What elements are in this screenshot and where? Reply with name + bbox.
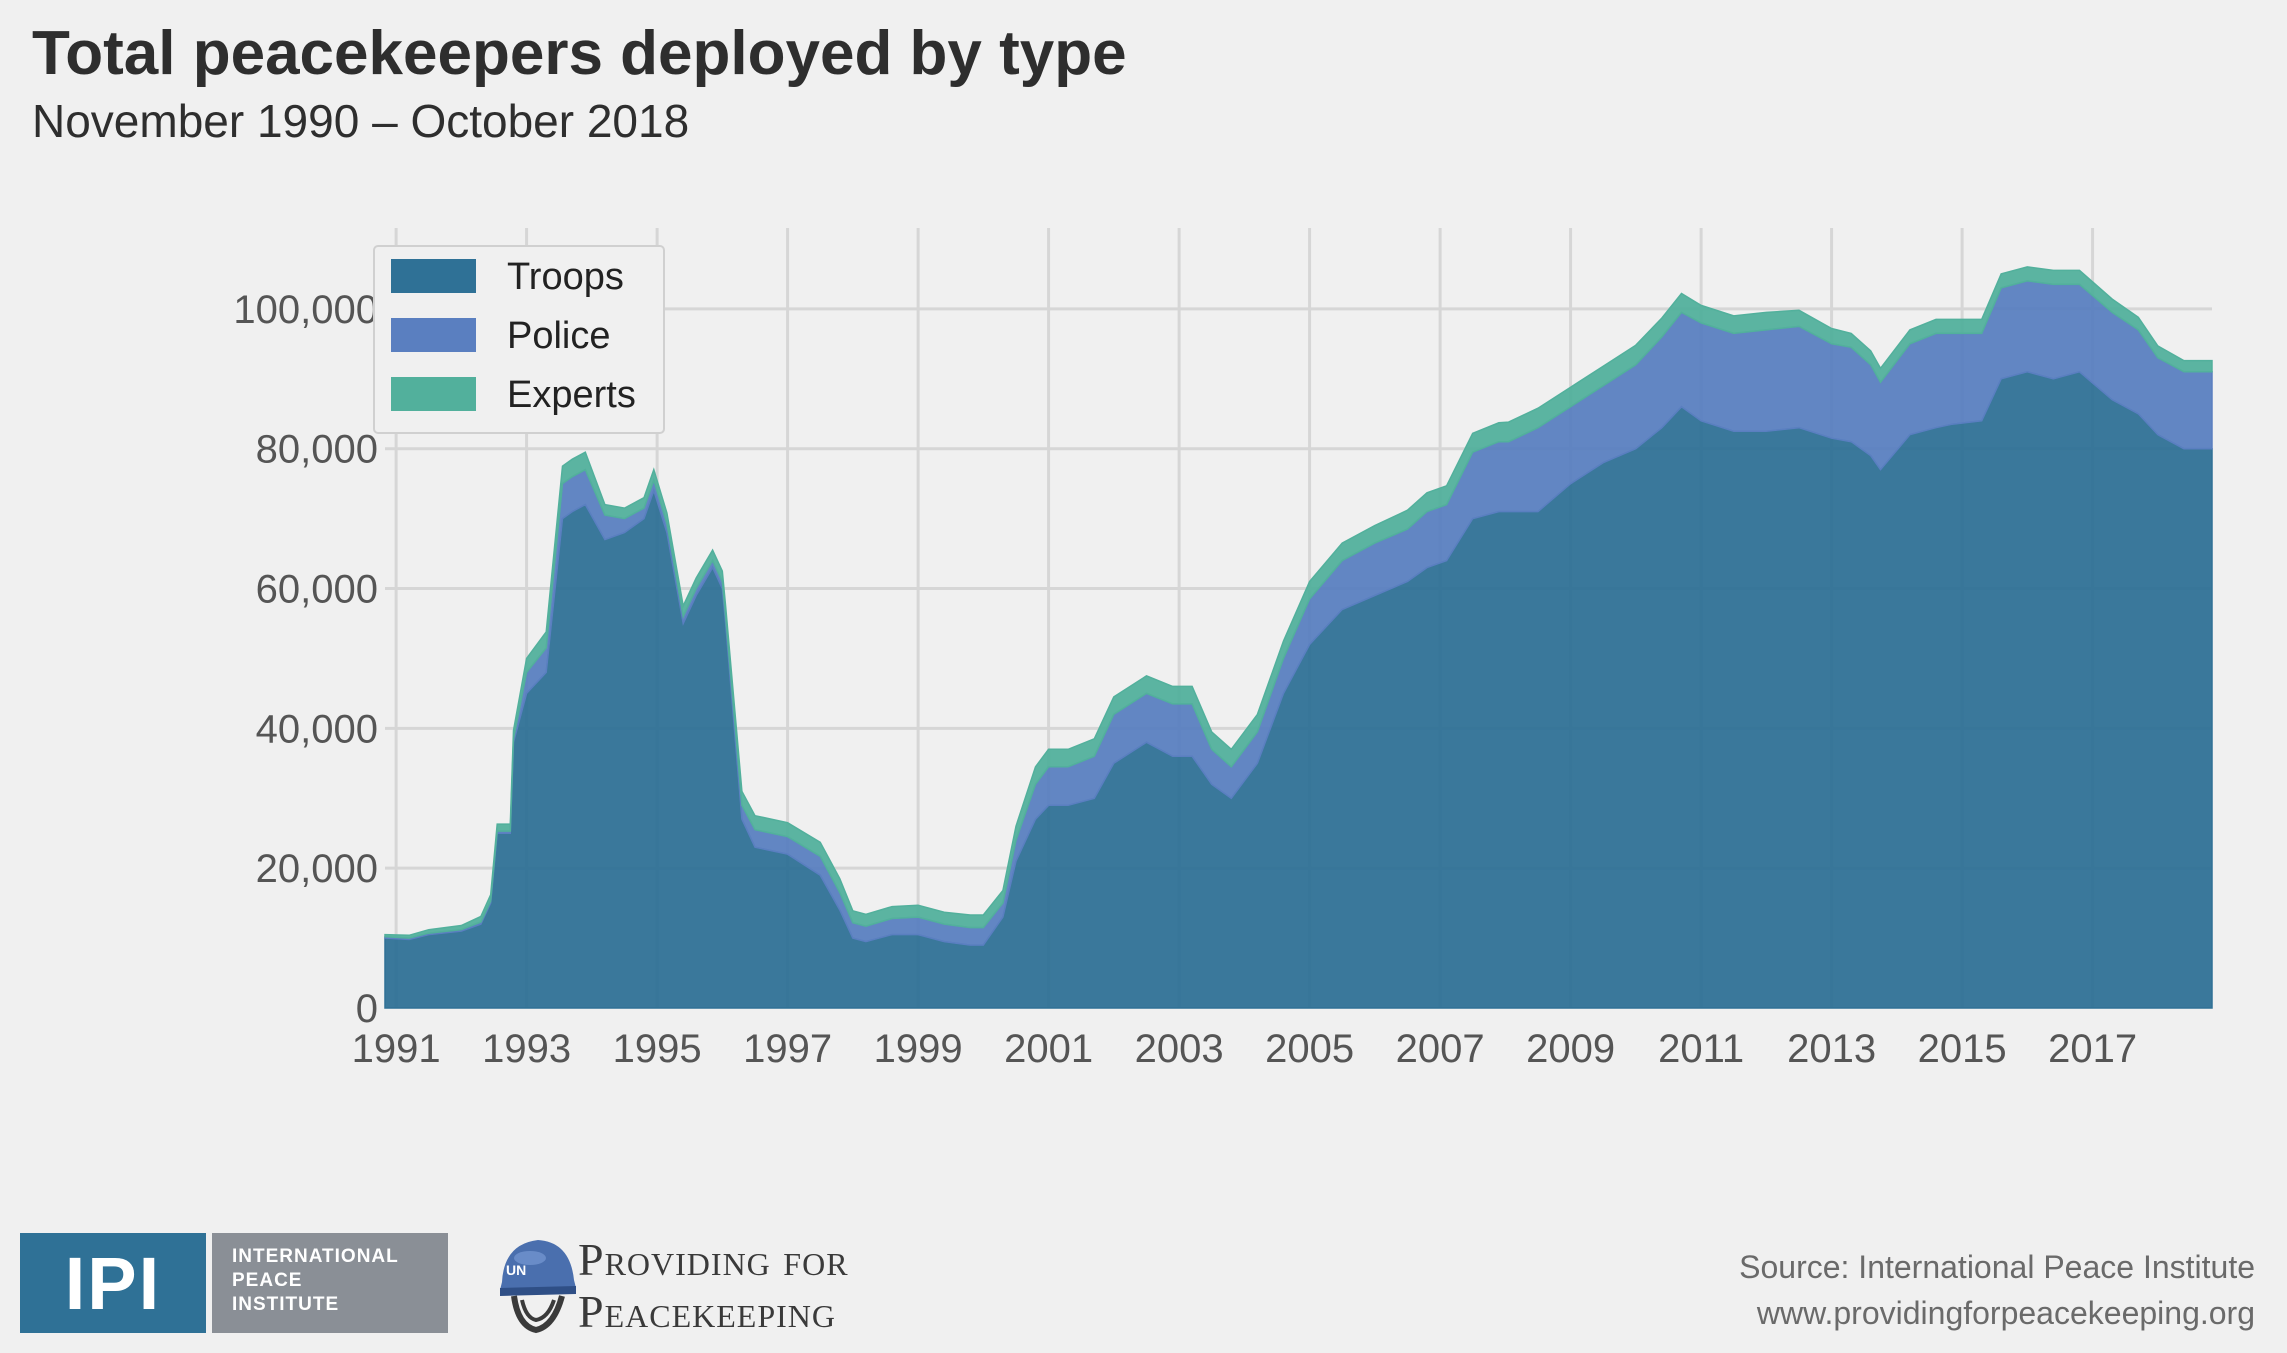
y-tick-label: 20,000 [256,847,378,891]
legend-swatch-troops [391,259,476,293]
ipi-logo-mark: IPI [20,1233,206,1333]
x-tick-label: 2011 [1658,1027,1744,1071]
x-tick-label: 2015 [1918,1027,2007,1071]
ipi-logo-line: INSTITUTE [232,1294,340,1315]
area-layer [384,266,2213,1009]
tick-layer: 0 20,000 40,000 60,000 80,000 100,000 1991 1993… [233,288,2137,1071]
chart-subtitle: November 1990 – October 2018 [32,95,690,147]
ipi-logo-line: INTERNATIONAL [232,1246,399,1267]
footer-source: Source: International Peace Institute ww… [1739,1244,2255,1336]
series-area-troops [384,370,2213,1009]
legend-swatch-experts [391,377,476,411]
ipi-logo: IPI INTERNATIONAL PEACE INSTITUTE [20,1233,448,1333]
legend-label-troops: Troops [507,256,624,298]
ipi-logo-line: PEACE [232,1270,303,1291]
x-tick-label: 2013 [1787,1027,1876,1071]
x-tick-label: 2009 [1526,1027,1615,1071]
x-tick-label: 2005 [1265,1027,1354,1071]
y-tick-label: 0 [356,987,378,1031]
x-tick-label: 1997 [743,1027,832,1071]
source-text: Source: International Peace Institute [1739,1249,2255,1285]
chart-title: Total peacekeepers deployed by type [32,19,1127,88]
x-tick-label: 1993 [482,1027,571,1071]
p4p-line-2: Peacekeeping [578,1286,837,1337]
helmet-label: UN [506,1262,526,1278]
x-tick-label: 1995 [613,1027,702,1071]
legend-swatch-police [391,318,476,352]
x-tick-label: 1999 [874,1027,963,1071]
series-area-experts [384,266,2213,939]
p4p-line-1: Providing for [578,1234,849,1285]
helmet-icon: UN [500,1240,576,1334]
legend-label-police: Police [507,315,611,357]
ipi-logo-text: INTERNATIONAL PEACE INSTITUTE [212,1233,448,1333]
y-tick-label: 80,000 [256,428,378,472]
providing-for-peacekeeping-logo: UN Providing for Peacekeeping [496,1230,936,1340]
y-tick-label: 40,000 [256,707,378,751]
y-tick-label: 60,000 [256,568,378,612]
x-tick-label: 1991 [352,1027,441,1071]
x-tick-label: 2001 [1004,1027,1093,1071]
legend-label-experts: Experts [507,374,636,416]
legend: Troops Police Experts [373,245,665,434]
x-tick-label: 2003 [1135,1027,1224,1071]
y-tick-label: 100,000 [233,288,378,332]
providing-for-peacekeeping-text: Providing for Peacekeeping [578,1234,849,1338]
x-tick-label: 2007 [1396,1027,1485,1071]
x-tick-label: 2017 [2048,1027,2137,1071]
source-url[interactable]: www.providingforpeacekeeping.org [1756,1295,2255,1331]
